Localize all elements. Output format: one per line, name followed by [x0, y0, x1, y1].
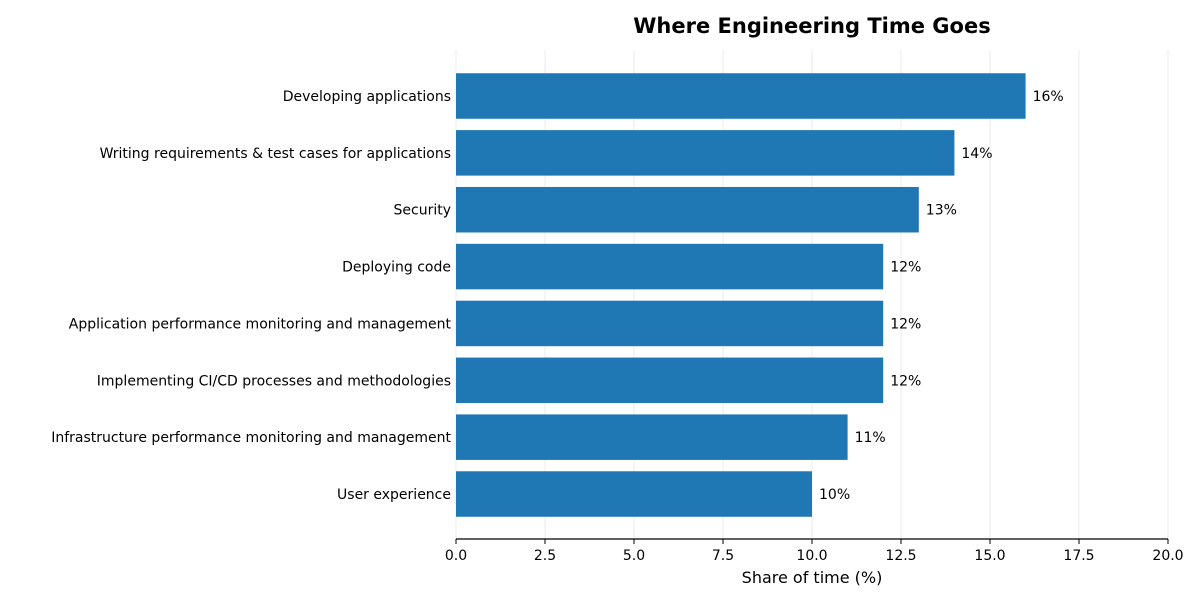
- category-label: Application performance monitoring and m…: [69, 316, 452, 332]
- x-tick-label: 7.5: [712, 548, 734, 564]
- chart-title: Where Engineering Time Goes: [633, 14, 990, 38]
- category-label: User experience: [337, 487, 451, 503]
- bar: [456, 130, 955, 176]
- data-label: 12%: [890, 316, 921, 332]
- bar: [456, 471, 812, 517]
- data-label: 10%: [819, 487, 850, 503]
- bar: [456, 414, 848, 460]
- data-label: 12%: [890, 373, 921, 389]
- category-label: Developing applications: [283, 89, 451, 105]
- data-label: 13%: [926, 203, 957, 219]
- x-tick-label: 20.0: [1152, 548, 1183, 564]
- bar: [456, 357, 884, 404]
- x-tick-label: 15.0: [974, 548, 1005, 564]
- bar: [456, 243, 884, 290]
- bar: [456, 300, 884, 347]
- data-label: 14%: [961, 146, 992, 162]
- data-label: 12%: [890, 260, 921, 276]
- bar: [456, 186, 919, 233]
- x-tick-label: 10.0: [796, 548, 827, 564]
- bar: [456, 73, 1026, 119]
- x-tick-label: 2.5: [534, 548, 556, 564]
- x-tick-label: 5.0: [623, 548, 645, 564]
- x-axis-label: Share of time (%): [742, 568, 883, 587]
- x-tick-label: 12.5: [885, 548, 916, 564]
- category-label: Writing requirements & test cases for ap…: [100, 146, 451, 162]
- data-label: 11%: [855, 430, 886, 446]
- category-label: Security: [394, 203, 452, 219]
- x-tick-label: 0.0: [445, 548, 467, 564]
- x-tick-label: 17.5: [1063, 548, 1094, 564]
- category-label: Deploying code: [342, 260, 451, 276]
- data-label: 16%: [1033, 89, 1064, 105]
- category-label: Infrastructure performance monitoring an…: [51, 430, 451, 446]
- category-label: Implementing CI/CD processes and methodo…: [97, 373, 451, 389]
